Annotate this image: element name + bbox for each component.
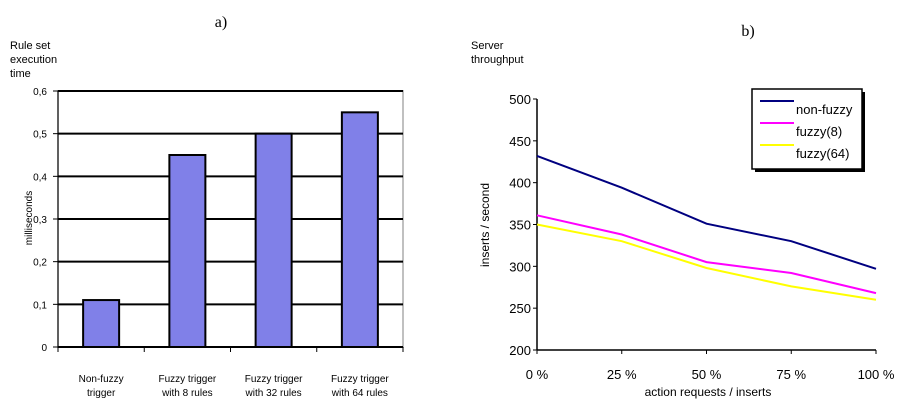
chart-b-y-tick-label: 450: [509, 134, 531, 149]
chart-b-x-tick-label: 0 %: [526, 367, 549, 382]
chart-b-title-line-2: throughput: [471, 54, 524, 66]
chart-a-y-tick-label: 0,3: [33, 215, 47, 226]
chart-a-category-label: Fuzzy trigger: [245, 374, 303, 385]
panel-b-label: b): [741, 23, 754, 40]
panel-a-label: a): [215, 14, 227, 31]
chart-a-category-label: with 64 rules: [331, 388, 388, 399]
chart-b-series-line: [536, 154, 877, 270]
chart-b-x-tick-label: 50 %: [692, 367, 722, 382]
chart-b-y-tick-label: 500: [509, 92, 531, 107]
chart-a-category-label: Fuzzy trigger: [331, 374, 389, 385]
chart-a-y-tick-label: 0,1: [33, 300, 47, 311]
chart-a-bar: [340, 111, 379, 349]
chart-b-y-axis-label: inserts / second: [478, 183, 492, 267]
chart-a-title-line-2: execution: [10, 54, 57, 66]
chart-a-y-tick-label: 0,4: [33, 172, 47, 183]
chart-a-x-axis: Non-fuzzy trigger Fuzzy trigger with 8 rule…: [57, 347, 404, 399]
chart-b-title-line-1: Server: [471, 40, 504, 52]
chart-a-y-tick-label: 0,6: [33, 87, 47, 98]
chart-b-legend-label: non-fuzzy: [796, 102, 853, 117]
chart-a-bar: [254, 132, 293, 348]
chart-b-x-axis: 0 % 25 % 50 % 75 % 100 %: [526, 350, 895, 382]
chart-a-y-axis-label: milliseconds: [24, 191, 35, 245]
chart-a-category-label: with 8 rules: [161, 388, 213, 399]
chart-b-y-tick-label: 250: [509, 301, 531, 316]
chart-b-x-axis-label: action requests / inserts: [645, 385, 772, 399]
chart-b-x-tick-label: 25 %: [607, 367, 637, 382]
chart-b-series-line: [536, 214, 877, 295]
chart-b-y-tick-label: 300: [509, 259, 531, 274]
chart-a-category-label: Fuzzy trigger: [158, 374, 216, 385]
chart-a-bars: [82, 111, 379, 349]
chart-a-title-line-3: time: [10, 68, 31, 80]
chart-a-title-line-1: Rule set: [10, 40, 50, 52]
chart-b-y-tick-label: 400: [509, 176, 531, 191]
chart-a: a) Rule set execution time milliseconds …: [10, 14, 404, 399]
chart-b-y-tick-label: 350: [509, 218, 531, 233]
chart-b-legend-label: fuzzy(64): [796, 146, 849, 161]
chart-a-category-label: with 32 rules: [245, 388, 302, 399]
chart-b-series-line: [536, 223, 877, 301]
chart-b-x-tick-label: 100 %: [858, 367, 895, 382]
chart-b-series: [536, 154, 877, 301]
chart-b-y-axis: 200 250 300 350 400 450 500: [509, 92, 537, 358]
chart-b: b) Server throughput inserts / second ac…: [471, 23, 895, 399]
chart-a-y-tick-label: 0,5: [33, 130, 47, 141]
chart-b-y-tick-label: 200: [509, 343, 531, 358]
chart-b-legend-label: fuzzy(8): [796, 124, 842, 139]
chart-a-category-label: trigger: [87, 388, 116, 399]
chart-a-y-tick-label: 0: [41, 343, 47, 354]
chart-a-bar: [168, 154, 207, 348]
chart-b-legend-box: [751, 88, 863, 170]
chart-a-y-tick-label: 0,2: [33, 258, 47, 269]
chart-b-x-tick-label: 75 %: [776, 367, 806, 382]
chart-a-bar: [82, 299, 121, 349]
chart-a-category-label: Non-fuzzy: [79, 374, 124, 385]
chart-b-legend: non-fuzzy fuzzy(8) fuzzy(64): [751, 88, 865, 172]
